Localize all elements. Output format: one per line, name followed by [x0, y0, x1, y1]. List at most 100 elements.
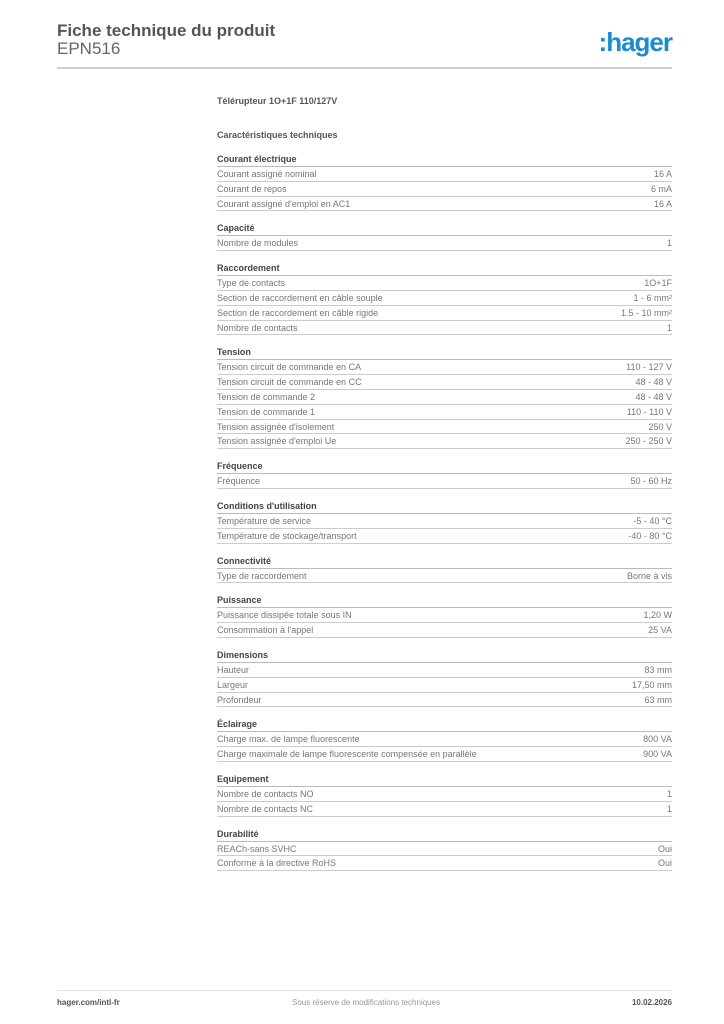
spec-label: Largeur	[217, 679, 249, 690]
spec-row: Charge maximale de lampe fluorescente co…	[217, 747, 672, 762]
spec-label: Profondeur	[217, 694, 262, 705]
spec-label: Nombre de contacts NC	[217, 803, 314, 814]
spec-value: 110 - 127 V	[626, 362, 672, 373]
spec-value: 17,50 mm	[631, 679, 672, 690]
spec-label: Courant de repos	[217, 183, 287, 194]
spec-label: Tension de commande 2	[217, 391, 316, 402]
product-reference: EPN516	[57, 39, 121, 58]
spec-row: Tension circuit de commande en CC 48 - 48…	[217, 375, 672, 390]
spec-section: Connectivité Type de raccordement Borne à …	[217, 555, 672, 584]
section-heading: Courant électrique	[217, 153, 672, 167]
spec-row: Charge max. de lampe fluorescente 800 VA	[217, 732, 672, 748]
section-heading: Puissance	[217, 594, 672, 609]
spec-label: Nombre de contacts NO	[217, 788, 314, 799]
spec-row: Nombre de contacts 1	[217, 321, 672, 336]
spec-section: Tension Tension circuit de commande en CA…	[217, 346, 672, 450]
spec-value: 63 mm	[644, 694, 672, 705]
footer-notice: Sous réserve de modifications techniques	[292, 998, 441, 1007]
spec-section: Dimensions Hauteur 83 mm Largeur 17,50 mm Pro…	[217, 649, 672, 708]
spec-row: Nombre de contacts NO 1	[217, 787, 672, 802]
spec-value: 1.5 - 10 mm²	[620, 307, 672, 318]
spec-label: Courant assigné nominal	[217, 169, 317, 179]
page-title: Fiche technique du produit	[57, 21, 276, 40]
section-heading: Durabilité	[217, 828, 672, 842]
spec-label: Charge maximale de lampe fluorescente co…	[217, 749, 477, 760]
footer-divider	[57, 990, 672, 991]
spec-value: -5 - 40 °C	[633, 515, 672, 526]
spec-row: Type de contacts 1O+1F	[217, 276, 672, 291]
spec-row: Fréquence 50 - 60 Hz	[217, 474, 672, 489]
footer-website-link[interactable]: hager.com/intl-fr	[57, 998, 120, 1007]
spec-row: Consommation à l'appel 25 VA	[217, 623, 672, 638]
datasheet-content: Télérupteur 1O+1F 110/127V Caractéristiq…	[217, 94, 672, 872]
spec-label: Tension circuit de commande en CC	[217, 377, 362, 388]
spec-section: Conditions d'utilisation Température de s…	[217, 500, 672, 544]
spec-label: Température de service	[217, 515, 312, 526]
spec-value: 250 V	[648, 421, 672, 432]
spec-value: 83 mm	[644, 664, 672, 675]
spec-label: Tension circuit de commande en CA	[217, 362, 362, 373]
spec-row: Température de stockage/transport -40 - 8…	[217, 529, 672, 544]
section-heading: Tension	[217, 346, 672, 361]
spec-section: Fréquence Fréquence 50 - 60 Hz	[217, 460, 672, 489]
spec-value: Borne à vis	[626, 570, 672, 581]
spec-row: Courant assigné nominal 16 A	[217, 167, 672, 182]
spec-value: 1	[666, 803, 672, 814]
spec-row: Section de raccordement en câble rigide 1…	[217, 306, 672, 321]
spec-value: 50 - 60 Hz	[630, 476, 672, 487]
spec-section: Raccordement Type de contacts 1O+1F Section…	[217, 262, 672, 336]
spec-label: Tension assignée d'emploi Ue	[217, 436, 337, 447]
spec-label: Température de stockage/transport	[217, 530, 357, 541]
footer-date: 10.02.2026	[631, 998, 672, 1007]
spec-value: 1	[666, 238, 672, 249]
section-heading: Dimensions	[217, 649, 672, 663]
spec-value: 1 - 6 mm²	[633, 292, 672, 303]
spec-section: Courant électrique Courant assigné nomina…	[217, 153, 672, 212]
spec-value: 48 - 48 V	[635, 391, 672, 402]
section-heading: Connectivité	[217, 555, 672, 569]
spec-section: Durabilité REACh-sans SVHC Oui Conforme à l…	[217, 828, 672, 872]
section-heading: Fréquence	[217, 460, 672, 475]
spec-row: Type de raccordement Borne à vis	[217, 569, 672, 584]
spec-label: Type de raccordement	[217, 570, 307, 581]
spec-row: Température de service -5 - 40 °C	[217, 514, 672, 529]
section-heading: Raccordement	[217, 262, 672, 277]
section-heading: Equipement	[217, 773, 672, 787]
spec-value: -40 - 80 °C	[628, 530, 672, 541]
spec-label: Conforme à la directive RoHS	[217, 858, 337, 869]
spec-value: 6 mA	[650, 183, 672, 194]
spec-value: 1	[666, 788, 672, 799]
spec-section: Equipement Nombre de contacts NO 1 Nombre d…	[217, 773, 672, 817]
spec-row: Section de raccordement en câble souple 1…	[217, 291, 672, 306]
spec-row: Tension assignée d'isolement 250 V	[217, 420, 672, 435]
spec-label: Fréquence	[217, 476, 261, 487]
spec-section: Éclairage Charge max. de lampe fluorescen…	[217, 718, 672, 762]
spec-row: Profondeur 63 mm	[217, 693, 672, 708]
spec-label: Consommation à l'appel	[217, 625, 314, 636]
header-divider	[57, 67, 672, 69]
spec-value: 16 A	[653, 169, 672, 179]
spec-label: Tension assignée d'isolement	[217, 421, 335, 432]
spec-value: 800 VA	[643, 734, 672, 745]
spec-value: 1O+1F	[644, 278, 672, 289]
spec-value: 110 - 110 V	[626, 406, 672, 417]
spec-value: 25 VA	[648, 625, 672, 636]
spec-row: Courant de repos 6 mA	[217, 182, 672, 197]
spec-row: Courant assigné d'emploi en AC1 16 A	[217, 197, 672, 212]
spec-label: Courant assigné d'emploi en AC1	[217, 198, 351, 209]
spec-value: 900 VA	[643, 749, 672, 760]
spec-label: Charge max. de lampe fluorescente	[217, 734, 360, 745]
spec-row: REACh-sans SVHC Oui	[217, 842, 672, 857]
spec-label: Section de raccordement en câble souple	[217, 292, 383, 303]
spec-row: Tension circuit de commande en CA 110 - 1…	[217, 360, 672, 376]
spec-label: Section de raccordement en câble rigide	[217, 307, 379, 318]
spec-value: 1	[666, 322, 672, 333]
spec-label: REACh-sans SVHC	[217, 843, 297, 854]
hager-logo: :hager	[598, 27, 673, 57]
spec-value: 1,20 W	[643, 610, 672, 621]
spec-row: Largeur 17,50 mm	[217, 678, 672, 693]
spec-section: Capacité Nombre de modules 1	[217, 222, 672, 252]
spec-label: Type de contacts	[217, 278, 286, 289]
sections-list: Courant électrique Courant assigné nomina…	[217, 153, 672, 872]
section-heading: Capacité	[217, 222, 672, 237]
